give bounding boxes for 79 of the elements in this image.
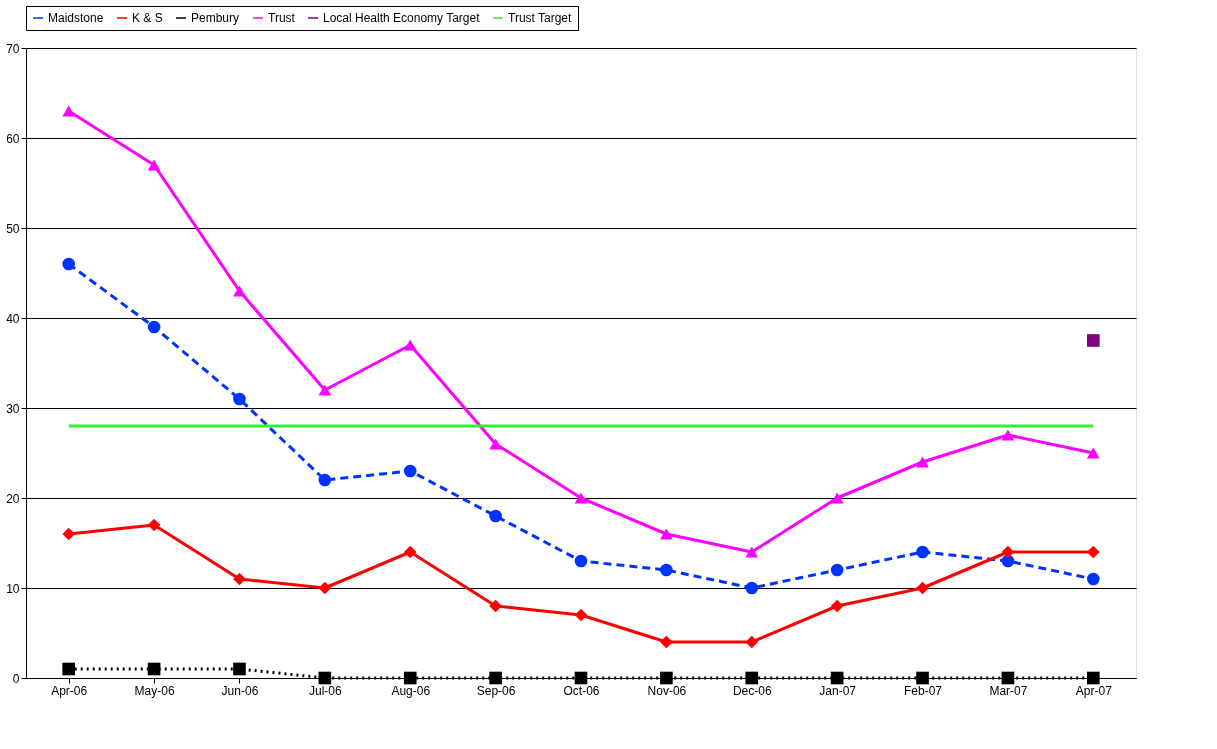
point [1086,447,1100,459]
point [830,599,844,613]
point [403,339,417,351]
point [916,456,929,468]
point [830,671,844,685]
x-tick-label: Nov-06 [647,683,687,698]
legend-label: Local Health Economy Target [323,11,481,25]
x-tick-label: Apr-07 [1075,683,1113,698]
point [1086,671,1100,685]
point [62,527,76,541]
point [660,563,673,577]
legend-label: Trust Target [508,11,573,25]
point [233,572,246,586]
point [233,662,246,676]
point [574,608,588,622]
y-tick-label: 20 [6,491,20,506]
point [745,546,759,558]
point [489,509,502,523]
point [318,473,332,487]
x-tick-label: Jul-06 [309,683,343,698]
point [830,492,844,504]
point [233,392,246,406]
point [62,662,76,676]
point [147,159,161,171]
point [916,581,929,595]
x-tick-label: Dec-06 [732,683,772,698]
point [147,320,161,334]
y-tick-label: 0 [12,671,20,686]
point [660,671,673,685]
y-tick-label: 50 [6,221,20,236]
x-tick-label: Oct-06 [563,683,600,698]
point [916,671,929,685]
point [574,492,588,504]
point [403,545,417,559]
point [62,105,76,117]
point [62,257,76,271]
y-tick-label: 40 [6,311,20,326]
y-tick-label: 70 [6,41,20,56]
point [1086,545,1100,559]
point [745,671,759,685]
legend-label: Trust [268,11,296,25]
point [1086,334,1100,347]
y-tick-label: 30 [6,401,20,416]
point [1001,545,1015,559]
point [403,671,417,685]
point [489,438,502,450]
point [1086,572,1100,586]
x-tick-label: Jan-07 [819,683,857,698]
point [1001,671,1015,685]
point [1001,429,1015,441]
point [660,635,673,649]
y-tick-label: 10 [6,581,20,596]
x-tick-label: Feb-07 [904,683,943,698]
point [830,563,844,577]
point [916,545,929,559]
point [233,285,246,297]
point [745,635,759,649]
point [318,384,332,396]
point [489,671,502,685]
legend-label: Maidstone [48,11,104,25]
point [574,671,588,685]
x-tick-label: Jun-06 [221,683,259,698]
y-tick-label: 60 [6,131,20,146]
point [318,581,332,595]
point [318,671,332,685]
point [147,518,161,532]
x-tick-label: Mar-07 [989,683,1028,698]
point [147,662,161,676]
point [745,581,759,595]
point [489,599,502,613]
x-tick-label: May-06 [134,683,175,698]
point [403,464,417,478]
legend-label: K & S [132,11,163,25]
point [574,554,588,568]
x-tick-label: Apr-06 [51,683,88,698]
legend-label: Pembury [191,11,240,25]
x-tick-label: Aug-06 [391,683,431,698]
point [660,528,673,540]
x-tick-label: Sep-06 [476,683,516,698]
